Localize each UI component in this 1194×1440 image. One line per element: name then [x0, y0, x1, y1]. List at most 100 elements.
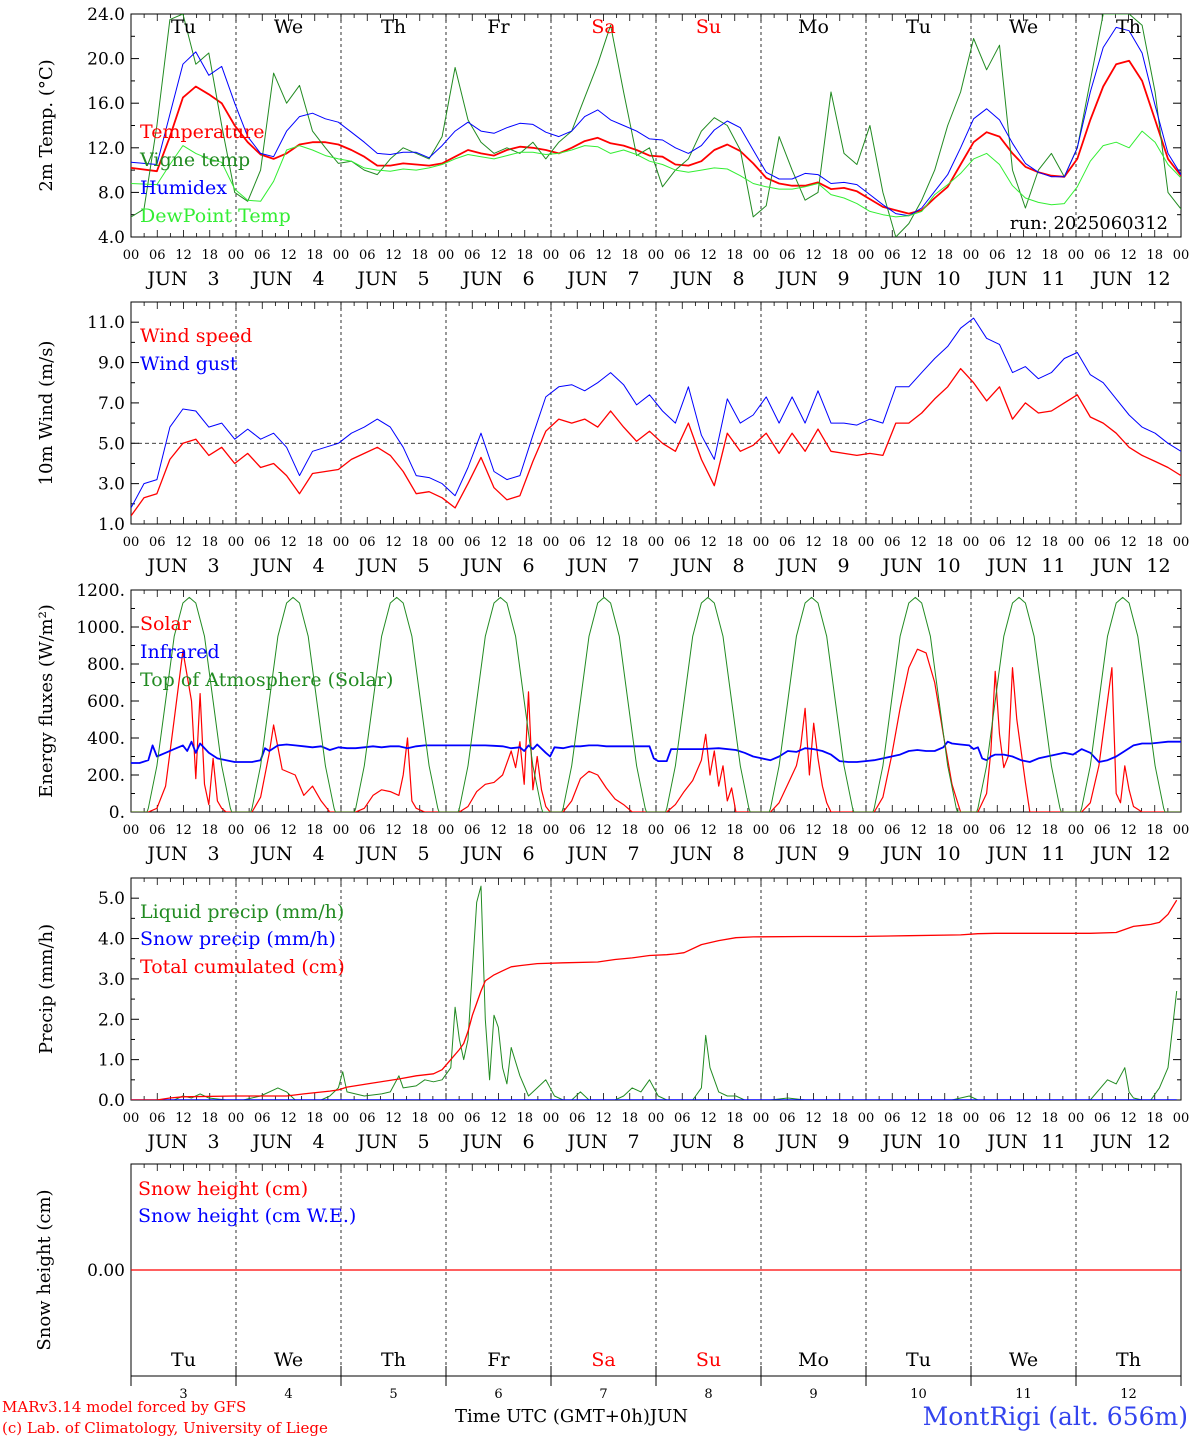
hour-tick-label: 06	[884, 248, 901, 263]
date-label: 4	[312, 268, 324, 290]
hour-tick-label: 06	[254, 248, 271, 263]
hour-tick-label: 06	[989, 535, 1006, 550]
legend-entry: Infrared	[140, 641, 220, 663]
date-label: 3	[207, 843, 219, 865]
weekday-label-bottom: Su	[696, 1349, 721, 1371]
hour-tick-label: 18	[201, 1111, 218, 1126]
hour-tick-label: 18	[306, 823, 323, 838]
hour-tick-label: 12	[805, 248, 822, 263]
y-tick-label: 8.0	[98, 183, 125, 203]
date-label-bottom: 3	[179, 1387, 187, 1402]
date-label: 8	[732, 843, 744, 865]
hour-tick-label: 12	[175, 248, 192, 263]
hour-tick-label: 00	[963, 823, 980, 838]
weekday-label: We	[274, 16, 303, 38]
hour-tick-label: 00	[753, 1111, 770, 1126]
hour-tick-label: 12	[595, 248, 612, 263]
weekday-label-bottom: Mo	[798, 1349, 829, 1371]
date-label-bottom: 6	[494, 1387, 502, 1402]
hour-tick-label: 00	[543, 248, 560, 263]
hour-tick-label: 12	[490, 248, 507, 263]
date-label: 6	[522, 1131, 534, 1153]
y-tick-label: 1.0	[98, 1051, 125, 1071]
date-label: 8	[732, 1131, 744, 1153]
date-label: 10	[936, 268, 960, 290]
hour-tick-label: 18	[411, 535, 428, 550]
hour-tick-label: 12	[1015, 535, 1032, 550]
y-tick-label: 16.0	[87, 94, 125, 114]
y-axis-label: Precip (mm/h)	[36, 924, 57, 1054]
series-group	[131, 885, 1178, 1100]
hour-tick-label: 18	[621, 248, 638, 263]
month-label: JUN	[250, 268, 292, 290]
date-label: 5	[417, 268, 429, 290]
date-label-bottom: 7	[599, 1387, 607, 1402]
hour-tick-label: 12	[385, 248, 402, 263]
y-tick-label: 1.0	[98, 515, 125, 535]
hour-tick-label: 06	[569, 1111, 586, 1126]
legend-entry: Temperature	[140, 121, 264, 143]
series-group	[131, 317, 1181, 517]
hour-tick-label: 06	[254, 1111, 271, 1126]
series-line-liquid-precip-mm-h-	[131, 885, 1178, 1100]
hour-tick-label: 06	[464, 535, 481, 550]
date-label: 7	[627, 1131, 639, 1153]
date-label: 11	[1041, 1131, 1065, 1153]
hour-tick-label: 18	[1146, 248, 1163, 263]
hour-tick-label: 00	[1068, 248, 1085, 263]
hour-tick-label: 06	[884, 535, 901, 550]
weekday-label: Tu	[906, 16, 931, 38]
hour-tick-label: 00	[648, 248, 665, 263]
month-label: JUN	[355, 268, 397, 290]
hour-tick-label: 18	[516, 535, 533, 550]
hour-tick-label: 06	[1094, 248, 1111, 263]
month-label: JUN	[775, 1131, 817, 1153]
date-label: 9	[837, 843, 849, 865]
date-label-bottom: 11	[1015, 1387, 1032, 1402]
hour-tick-label: 00	[333, 248, 350, 263]
month-label: JUN	[775, 843, 817, 865]
hour-tick-label: 12	[910, 535, 927, 550]
date-label: 8	[732, 268, 744, 290]
date-label: 10	[936, 555, 960, 577]
weekday-label-bottom: Sa	[591, 1349, 615, 1371]
hour-tick-label: 18	[516, 248, 533, 263]
legend-entry: Wind speed	[140, 325, 252, 347]
month-label: JUN	[670, 555, 712, 577]
hour-tick-label: 00	[333, 1111, 350, 1126]
date-label: 4	[312, 555, 324, 577]
weekday-label-bottom: We	[1009, 1349, 1038, 1371]
hour-tick-label: 00	[1173, 823, 1190, 838]
date-label: 4	[312, 843, 324, 865]
hour-tick-label: 06	[779, 1111, 796, 1126]
hour-tick-label: 06	[1094, 535, 1111, 550]
date-label: 11	[1041, 843, 1065, 865]
weekday-label: We	[1009, 16, 1038, 38]
month-label: JUN	[460, 268, 502, 290]
weekday-label: Th	[1116, 16, 1141, 38]
hour-tick-label: 18	[411, 1111, 428, 1126]
date-label-bottom: 8	[704, 1387, 712, 1402]
hour-tick-label: 00	[228, 1111, 245, 1126]
hour-tick-label: 00	[123, 823, 140, 838]
legend-entry: Snow height (cm W.E.)	[138, 1205, 356, 1227]
month-label: JUN	[355, 843, 397, 865]
panel-2: 1.0 3.0 5.0 7.0 9.0 11.0 10m Wind (m/s) Wind sp…	[36, 301, 1190, 577]
month-label: JUN	[565, 843, 607, 865]
hour-tick-label: 00	[333, 535, 350, 550]
date-label: 12	[1146, 1131, 1170, 1153]
hour-tick-label: 12	[490, 1111, 507, 1126]
y-tick-label: 2.0	[98, 1010, 125, 1030]
hour-tick-label: 06	[779, 248, 796, 263]
date-label: 6	[522, 843, 534, 865]
month-label: JUN	[1090, 268, 1132, 290]
legend-entry: DewPoint Temp	[140, 205, 291, 227]
hour-tick-label: 06	[149, 823, 166, 838]
y-tick-label: 0.	[109, 803, 125, 823]
hour-tick-label: 00	[1173, 535, 1190, 550]
month-label: JUN	[250, 1131, 292, 1153]
hour-tick-label: 18	[411, 823, 428, 838]
y-tick-label: 400.	[87, 729, 125, 749]
hour-tick-label: 00	[858, 1111, 875, 1126]
